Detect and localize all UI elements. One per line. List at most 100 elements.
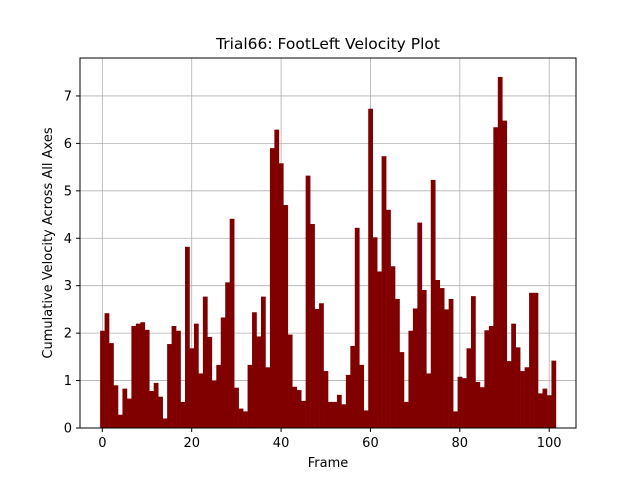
bar	[444, 309, 449, 428]
bar	[462, 378, 467, 428]
bar	[265, 367, 271, 428]
y-axis-ticks: 0 1 2 3 4 5 6 7	[64, 89, 80, 437]
bar	[207, 336, 213, 428]
y-tick-label: 4	[64, 232, 72, 247]
bar	[359, 364, 365, 428]
bar	[104, 313, 110, 428]
bar	[470, 296, 476, 428]
chart-title: Trial66: FootLeft Velocity Plot	[215, 35, 440, 53]
bar	[332, 401, 338, 428]
x-tick-label: 80	[452, 436, 469, 451]
bar	[100, 330, 105, 428]
bar	[484, 330, 490, 428]
bar	[256, 336, 262, 428]
bar	[542, 388, 548, 428]
bar	[328, 401, 333, 428]
bar	[426, 373, 432, 428]
bar	[171, 326, 177, 428]
bar	[497, 76, 503, 428]
bar	[234, 387, 239, 428]
bar	[220, 317, 226, 428]
bar	[260, 296, 266, 428]
bars	[100, 76, 557, 429]
bar	[377, 271, 382, 428]
bar	[511, 323, 516, 428]
x-tick-label: 0	[98, 436, 106, 451]
bar	[493, 127, 499, 428]
y-tick-label: 3	[64, 279, 72, 294]
bar	[144, 329, 150, 428]
bar	[189, 348, 195, 428]
y-tick-label: 0	[64, 422, 72, 437]
bar	[488, 326, 494, 428]
bar	[430, 179, 436, 428]
bar	[140, 322, 146, 428]
y-tick-label: 5	[64, 184, 72, 199]
bar	[314, 308, 320, 428]
bar	[252, 312, 257, 428]
bar	[448, 298, 454, 428]
bar	[176, 330, 181, 428]
bar	[323, 371, 329, 428]
bar	[283, 205, 289, 428]
bar	[109, 343, 114, 428]
bar	[319, 303, 324, 428]
bar	[301, 400, 306, 428]
bar	[390, 266, 396, 428]
y-tick-label: 1	[64, 374, 72, 389]
x-tick-label: 20	[183, 436, 200, 451]
bar	[243, 411, 248, 428]
bar	[185, 246, 190, 428]
bar	[457, 376, 463, 428]
bar	[533, 292, 539, 428]
bar	[225, 282, 230, 428]
bar	[180, 401, 186, 428]
bar	[229, 218, 235, 428]
bar	[216, 364, 222, 428]
bar	[381, 156, 387, 428]
bar	[354, 227, 360, 428]
bar	[274, 129, 280, 428]
bar	[198, 373, 204, 428]
bar	[158, 396, 163, 428]
y-axis-label: Cumulative Velocity Across All Axes	[41, 127, 56, 358]
x-tick-label: 100	[537, 436, 562, 451]
bar	[131, 326, 137, 428]
bar	[421, 289, 427, 428]
bar	[529, 292, 534, 428]
bar	[475, 381, 481, 428]
bar	[135, 323, 141, 428]
plot-area-frame	[79, 57, 577, 429]
bar	[350, 345, 356, 428]
bar	[238, 408, 244, 428]
x-tick-label: 40	[273, 436, 290, 451]
bar	[399, 352, 405, 428]
y-tick-label: 2	[64, 327, 72, 342]
bar	[538, 393, 543, 428]
bar	[122, 388, 128, 428]
bar	[435, 280, 441, 428]
bar	[395, 298, 400, 428]
bar	[479, 387, 485, 428]
bar	[520, 371, 525, 428]
bar	[363, 410, 369, 428]
bar	[386, 209, 391, 428]
bar	[305, 175, 311, 428]
bar	[162, 418, 168, 428]
bar	[341, 404, 347, 428]
x-axis-ticks: 0 20 40 60 80 100	[98, 428, 562, 451]
bar	[368, 108, 373, 428]
bar	[211, 380, 217, 428]
bar	[546, 395, 552, 428]
bar	[403, 401, 409, 428]
bar	[345, 374, 351, 428]
bar	[149, 391, 155, 428]
bar	[524, 367, 530, 428]
y-tick-label: 7	[64, 89, 72, 104]
bar	[310, 224, 315, 428]
bar	[515, 347, 521, 428]
bar	[417, 222, 423, 428]
bar	[117, 414, 123, 428]
